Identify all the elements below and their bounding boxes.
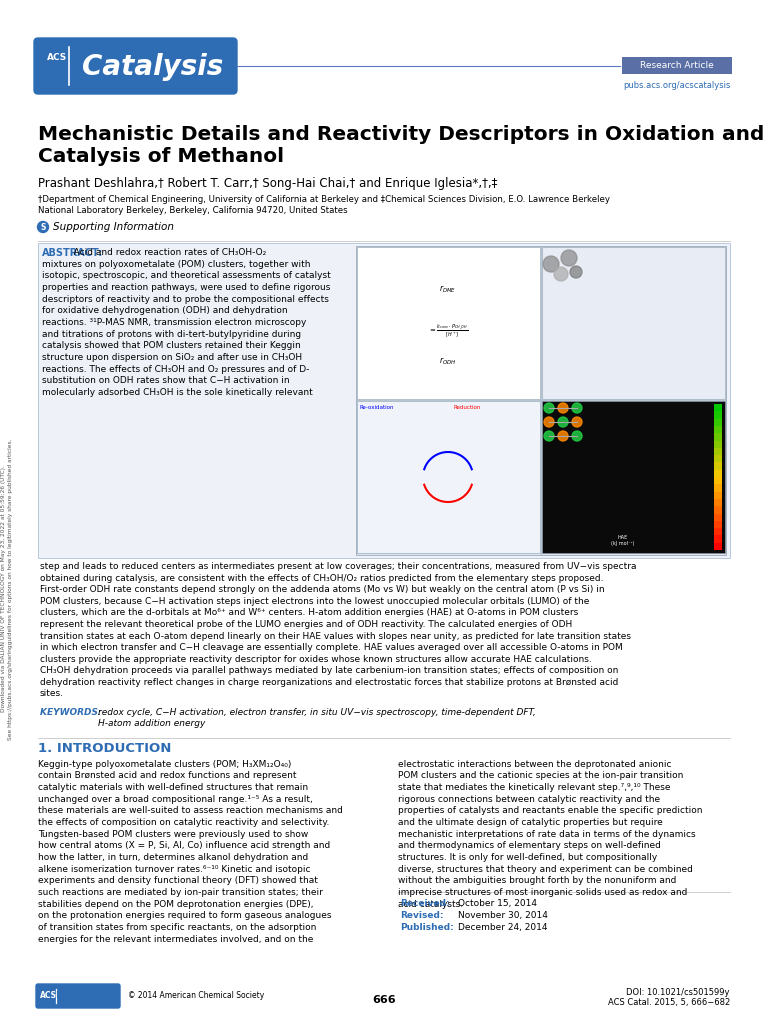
- Text: Revised:: Revised:: [400, 910, 443, 920]
- Text: $r_{DME}$: $r_{DME}$: [439, 284, 457, 295]
- Bar: [714, 492, 722, 499]
- Circle shape: [554, 267, 568, 281]
- Text: ACS Catal. 2015, 5, 666−682: ACS Catal. 2015, 5, 666−682: [607, 998, 730, 1007]
- Text: December 24, 2014: December 24, 2014: [458, 923, 548, 932]
- Bar: [714, 543, 722, 550]
- Text: KEYWORDS:: KEYWORDS:: [40, 708, 104, 717]
- Text: Supporting Information: Supporting Information: [53, 222, 174, 232]
- Circle shape: [38, 221, 48, 232]
- Text: Received:: Received:: [400, 899, 449, 907]
- Text: ACS: ACS: [39, 991, 57, 1000]
- Circle shape: [561, 250, 577, 266]
- Bar: [542, 247, 725, 399]
- Text: step and leads to reduced centers as intermediates present at low coverages; the: step and leads to reduced centers as int…: [40, 562, 637, 698]
- Bar: [714, 419, 722, 426]
- Circle shape: [543, 256, 559, 272]
- Text: October 15, 2014: October 15, 2014: [458, 899, 537, 907]
- Text: Research Article: Research Article: [640, 61, 714, 70]
- Bar: [38, 243, 730, 558]
- Bar: [714, 477, 722, 484]
- Bar: [714, 412, 722, 419]
- Bar: [714, 455, 722, 463]
- Text: ABSTRACT:: ABSTRACT:: [42, 248, 103, 258]
- FancyBboxPatch shape: [34, 38, 237, 94]
- Circle shape: [572, 403, 582, 413]
- Bar: [714, 440, 722, 447]
- Circle shape: [544, 417, 554, 427]
- Text: electrostatic interactions between the deprotonated anionic
POM clusters and the: electrostatic interactions between the d…: [398, 760, 703, 908]
- Bar: [714, 404, 722, 412]
- Text: Publications: Publications: [55, 991, 118, 1000]
- Text: redox cycle, C−H activation, electron transfer, in situ UV−vis spectroscopy, tim: redox cycle, C−H activation, electron tr…: [98, 708, 536, 728]
- Bar: [357, 247, 540, 399]
- Bar: [714, 528, 722, 536]
- Bar: [542, 401, 725, 553]
- Bar: [714, 433, 722, 440]
- Bar: [714, 513, 722, 521]
- Text: ACS: ACS: [47, 53, 67, 62]
- Circle shape: [558, 403, 568, 413]
- Circle shape: [558, 431, 568, 441]
- Text: Downloaded via DALIAN UNIV OF TECHNOLOGY on May 23, 2022 at 05:59:26 (UTC).
See : Downloaded via DALIAN UNIV OF TECHNOLOGY…: [1, 438, 13, 739]
- Bar: [356, 246, 726, 555]
- Text: S: S: [40, 222, 45, 231]
- Circle shape: [572, 417, 582, 427]
- Circle shape: [544, 403, 554, 413]
- Text: Mechanistic Details and Reactivity Descriptors in Oxidation and Acid: Mechanistic Details and Reactivity Descr…: [38, 125, 768, 144]
- Bar: [714, 463, 722, 470]
- Text: Catalysis of Methanol: Catalysis of Methanol: [38, 147, 284, 166]
- Circle shape: [570, 266, 582, 278]
- Text: †Department of Chemical Engineering, University of California at Berkeley and ‡C: †Department of Chemical Engineering, Uni…: [38, 195, 610, 204]
- Text: Re-oxidation: Re-oxidation: [360, 406, 395, 410]
- Text: Keggin-type polyoxometalate clusters (POM; H₃XM₁₂O₄₀)
contain Brønsted acid and : Keggin-type polyoxometalate clusters (PO…: [38, 760, 343, 943]
- Text: $r_{ODH}$: $r_{ODH}$: [439, 355, 457, 368]
- Bar: [714, 426, 722, 433]
- Bar: [714, 484, 722, 492]
- Text: Prashant Deshlahra,† Robert T. Carr,† Song-Hai Chai,† and Enrique Iglesia*,†,‡: Prashant Deshlahra,† Robert T. Carr,† So…: [38, 177, 498, 190]
- FancyBboxPatch shape: [36, 984, 120, 1008]
- Text: Reduction: Reduction: [453, 406, 480, 410]
- Text: © 2014 American Chemical Society: © 2014 American Chemical Society: [128, 991, 264, 1000]
- Bar: [714, 521, 722, 528]
- Text: HAE
(kJ mol⁻¹): HAE (kJ mol⁻¹): [611, 536, 634, 546]
- Text: Published:: Published:: [400, 923, 454, 932]
- Bar: [714, 536, 722, 543]
- Text: National Laboratory Berkeley, Berkeley, California 94720, United States: National Laboratory Berkeley, Berkeley, …: [38, 206, 348, 215]
- Bar: [357, 401, 540, 553]
- Circle shape: [544, 431, 554, 441]
- Circle shape: [558, 417, 568, 427]
- Text: November 30, 2014: November 30, 2014: [458, 910, 548, 920]
- Bar: [622, 57, 732, 74]
- Bar: [714, 470, 722, 477]
- Text: 1. INTRODUCTION: 1. INTRODUCTION: [38, 741, 171, 755]
- Text: $= \frac{k_{conv} \cdot P_{CH_3OH}}{[H^+]}$: $= \frac{k_{conv} \cdot P_{CH_3OH}}{[H^+…: [428, 323, 468, 339]
- Text: Acid and redox reaction rates of CH₃OH-O₂
mixtures on polyoxometalate (POM) clus: Acid and redox reaction rates of CH₃OH-O…: [42, 248, 331, 397]
- Bar: [714, 499, 722, 506]
- Text: Catalysis: Catalysis: [82, 53, 223, 81]
- Bar: [714, 447, 722, 455]
- Circle shape: [572, 431, 582, 441]
- Text: DOI: 10.1021/cs501599y: DOI: 10.1021/cs501599y: [627, 988, 730, 997]
- Bar: [714, 506, 722, 513]
- Text: 666: 666: [372, 995, 396, 1005]
- Text: pubs.acs.org/acscatalysis: pubs.acs.org/acscatalysis: [624, 81, 730, 90]
